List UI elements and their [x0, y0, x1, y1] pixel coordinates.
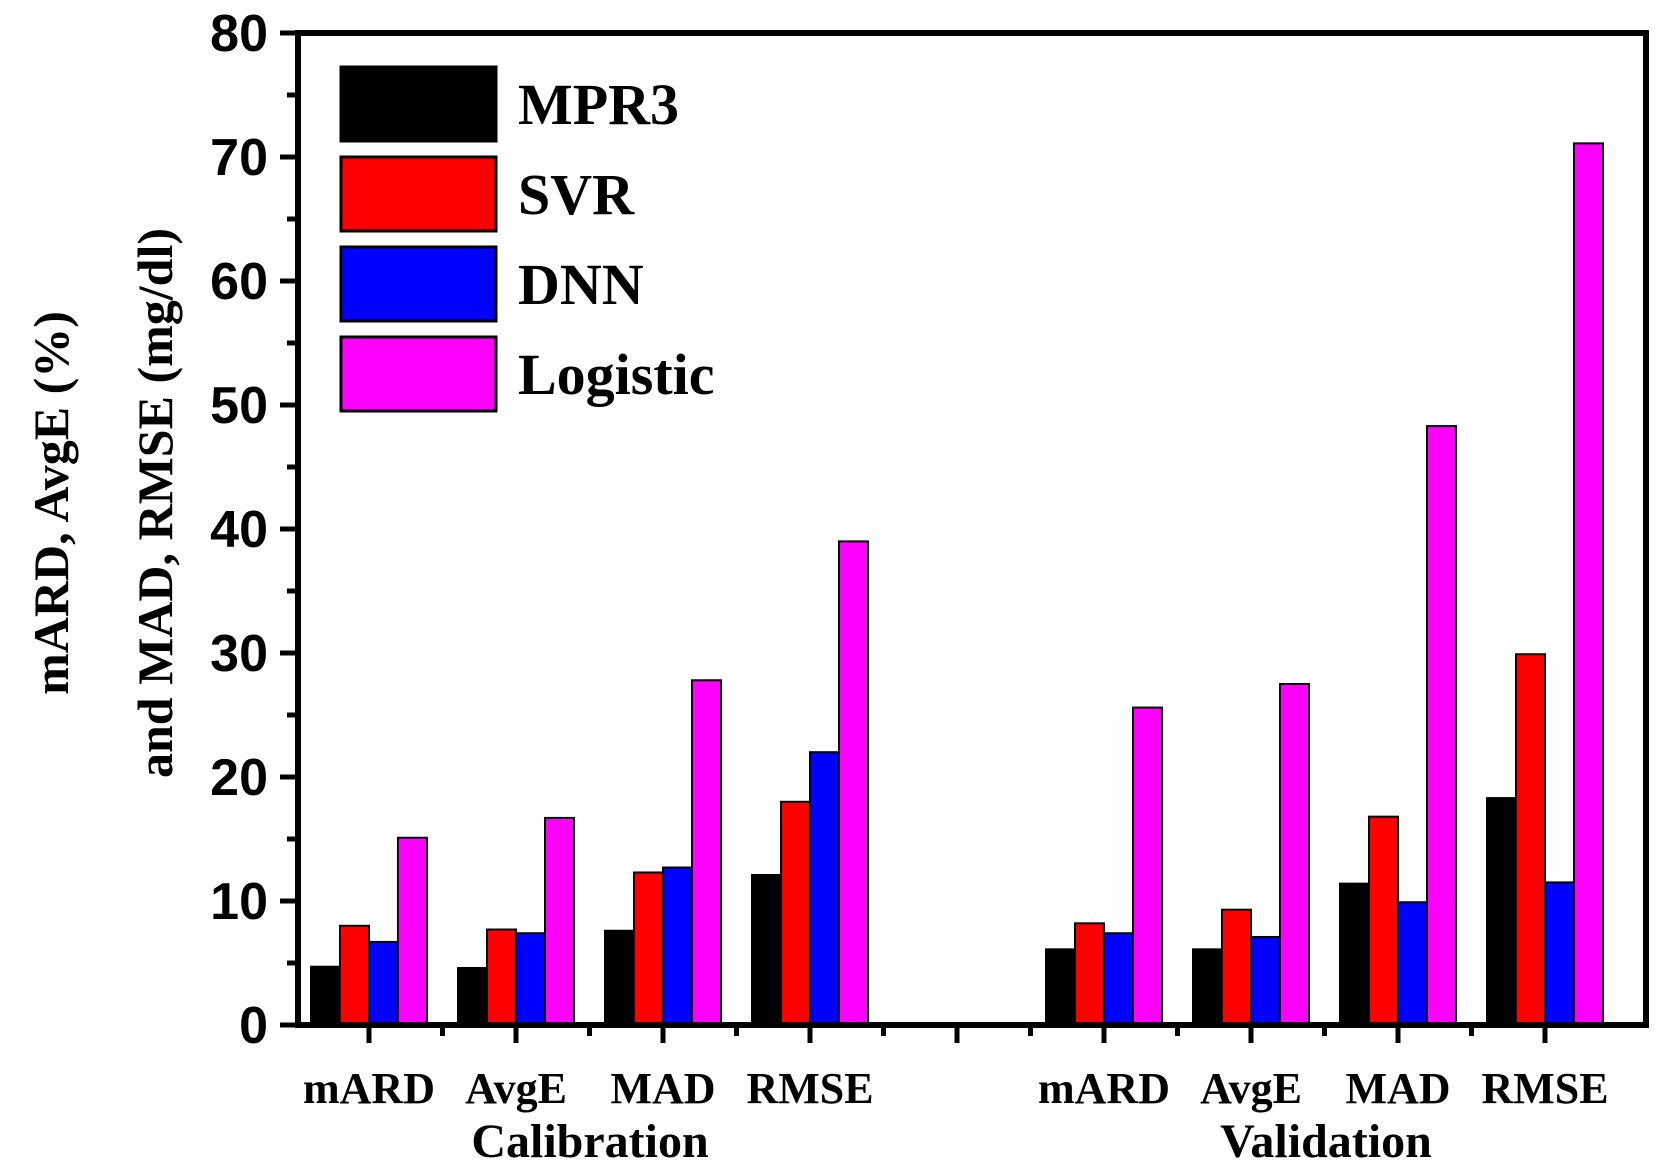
x-category-label: MAD [1345, 1064, 1450, 1113]
bar-svr-3 [780, 800, 811, 1026]
bar-svr-4 [1074, 922, 1105, 1027]
bar-dnn-5 [1250, 935, 1281, 1027]
bar-logistic-5 [1279, 683, 1310, 1026]
legend-label-svr: SVR [518, 162, 635, 227]
x-category-label: MAD [610, 1064, 715, 1113]
bar-logistic-2 [691, 679, 722, 1027]
bar-mpr3-5 [1192, 948, 1223, 1026]
bar-mpr3-3 [751, 873, 782, 1027]
y-tick-label: 80 [210, 5, 268, 63]
bars-layer [310, 142, 1604, 1027]
bar-svr-7 [1515, 653, 1546, 1026]
y-tick-label: 20 [210, 749, 268, 807]
x-group-label-calibration: Calibration [471, 1115, 708, 1167]
bar-logistic-0 [397, 836, 428, 1027]
bar-svr-6 [1368, 815, 1399, 1026]
x-category-label: AvgE [1200, 1064, 1302, 1113]
bar-logistic-3 [838, 540, 869, 1027]
bar-dnn-4 [1103, 932, 1134, 1026]
bar-svr-1 [486, 928, 517, 1027]
x-category-label: AvgE [465, 1064, 567, 1113]
bar-mpr3-2 [604, 929, 635, 1027]
y-axis-title-line-2: and MAD, RMSE (mg/dl) [127, 228, 183, 778]
bar-mpr3-4 [1045, 948, 1076, 1026]
bar-dnn-0 [368, 940, 399, 1026]
y-axis-title-line-1: mARD, AvgE (%) [23, 311, 79, 695]
x-category-label: RMSE [746, 1064, 873, 1113]
legend-swatch-svr [339, 155, 498, 233]
y-tick-label: 50 [210, 377, 268, 435]
x-group-label-validation: Validation [1220, 1115, 1432, 1167]
bar-dnn-3 [809, 751, 840, 1026]
legend-swatch-mpr3 [339, 65, 498, 143]
bar-dnn-6 [1397, 901, 1428, 1026]
y-tick-label: 70 [210, 129, 268, 187]
bar-mpr3-7 [1486, 797, 1517, 1027]
x-category-label: mARD [1038, 1064, 1170, 1113]
bar-svr-2 [633, 871, 664, 1026]
axes-layer [280, 30, 1649, 1043]
labels-layer: 0 10 20 30 40 50 60 70 80 mARD AvgE MAD RMSE Calibrat… [23, 5, 1609, 1167]
bar-svr-0 [339, 924, 370, 1026]
legend-label-logistic: Logistic [518, 342, 715, 407]
x-category-label: RMSE [1481, 1064, 1608, 1113]
legend-label-dnn: DNN [518, 252, 644, 317]
bar-logistic-7 [1573, 142, 1604, 1027]
x-category-label: mARD [303, 1064, 435, 1113]
y-tick-label: 0 [239, 997, 268, 1055]
y-tick-label: 10 [210, 873, 268, 931]
bar-logistic-1 [544, 816, 575, 1026]
bar-dnn-1 [515, 932, 546, 1026]
bar-mpr3-1 [457, 966, 488, 1027]
legend-label-mpr3: MPR3 [518, 72, 679, 137]
bar-mpr3-0 [310, 965, 341, 1026]
bar-logistic-6 [1426, 425, 1457, 1026]
legend-swatch-logistic [339, 335, 498, 413]
y-tick-label: 40 [210, 501, 268, 559]
legend: MPR3 SVR DNN Logistic [339, 65, 715, 413]
y-tick-label: 30 [210, 625, 268, 683]
y-tick-label: 60 [210, 253, 268, 311]
bar-svr-5 [1221, 908, 1252, 1026]
legend-swatch-dnn [339, 245, 498, 323]
bar-mpr3-6 [1339, 882, 1370, 1027]
bar-dnn-2 [662, 866, 693, 1027]
bar-dnn-7 [1544, 881, 1575, 1027]
bar-logistic-4 [1132, 706, 1163, 1026]
